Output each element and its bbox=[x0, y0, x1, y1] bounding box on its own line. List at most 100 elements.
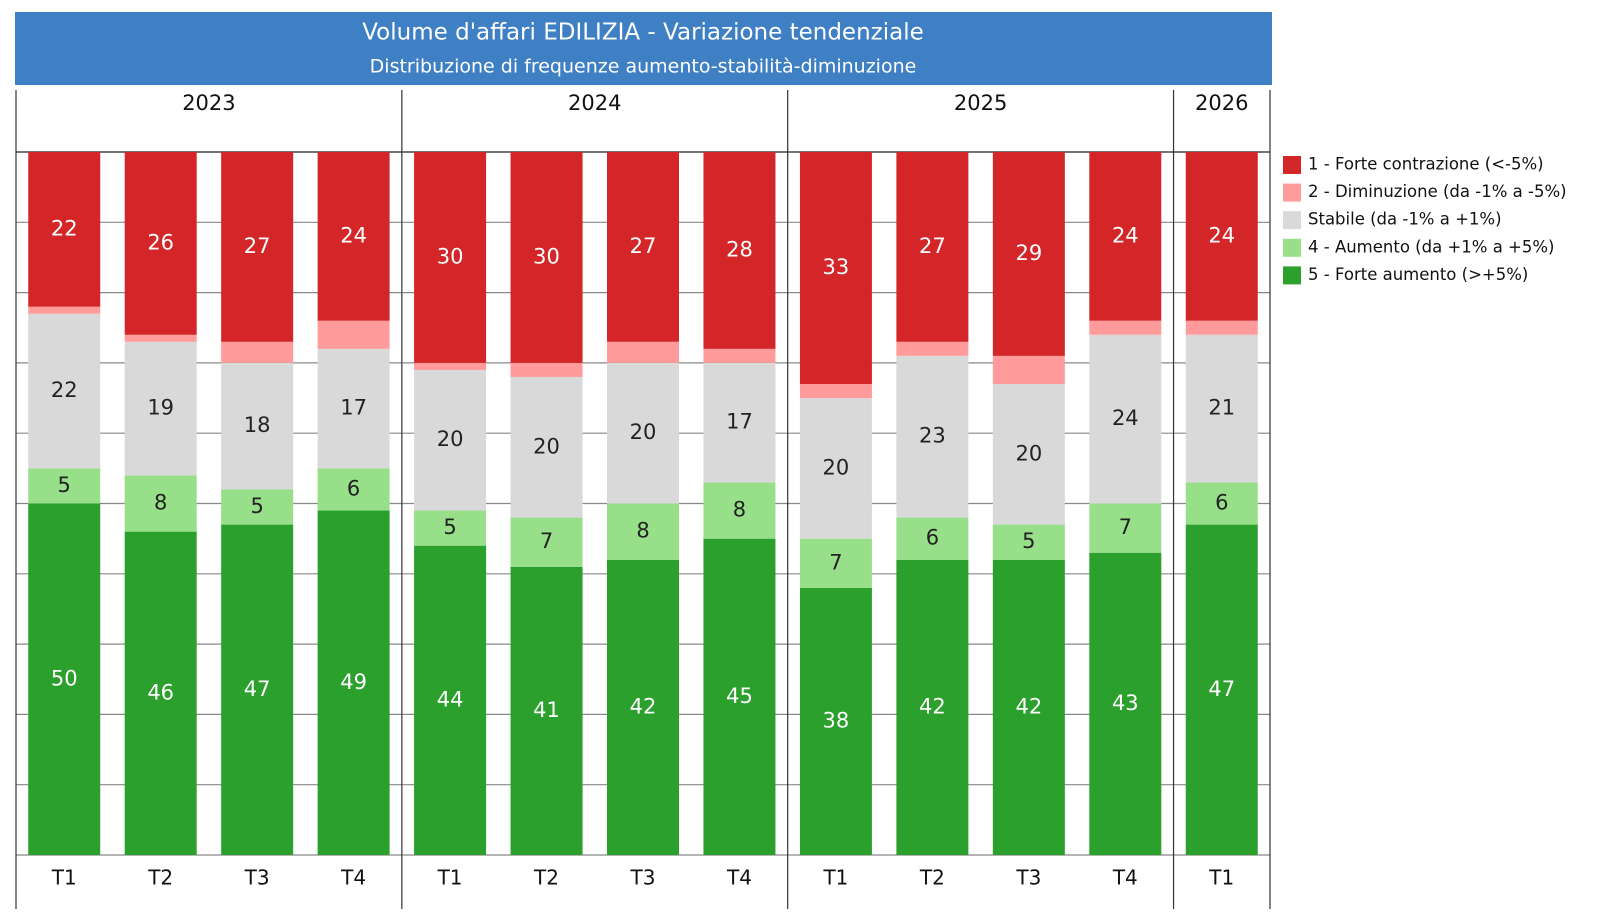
bar-segment bbox=[221, 524, 294, 855]
group-label: 2025 bbox=[954, 91, 1007, 115]
data-label: 43 bbox=[1112, 691, 1139, 715]
bar-segment bbox=[221, 362, 294, 490]
x-tick-label: T2 bbox=[919, 866, 945, 890]
bar-segment bbox=[1185, 320, 1258, 335]
data-label: 18 bbox=[244, 413, 271, 437]
bar-segment bbox=[221, 341, 294, 363]
legend-swatch bbox=[1283, 156, 1301, 174]
legend-label: 1 - Forte contrazione (<-5%) bbox=[1308, 155, 1544, 174]
data-label: 7 bbox=[829, 550, 842, 574]
data-label: 46 bbox=[147, 680, 174, 704]
legend-swatch bbox=[1283, 211, 1301, 230]
x-tick-label: T4 bbox=[1112, 866, 1138, 890]
bar-segment bbox=[703, 348, 776, 363]
x-tick-label: T3 bbox=[630, 866, 656, 890]
data-label: 30 bbox=[437, 244, 464, 268]
bar-segment bbox=[317, 510, 390, 855]
bar-segment bbox=[124, 334, 197, 342]
data-label: 50 bbox=[51, 666, 78, 690]
bar-segment bbox=[703, 482, 776, 539]
bar-segment bbox=[1089, 320, 1162, 335]
x-tick-label: T4 bbox=[726, 866, 752, 890]
bar-segment bbox=[124, 531, 197, 855]
bar-segment bbox=[510, 152, 583, 363]
bar-segment bbox=[992, 559, 1065, 855]
data-label: 8 bbox=[733, 498, 746, 522]
bar-segment bbox=[221, 152, 294, 342]
data-label: 24 bbox=[1112, 223, 1139, 247]
data-label: 42 bbox=[1015, 694, 1042, 718]
data-label: 47 bbox=[244, 677, 271, 701]
bar-segment bbox=[1089, 552, 1162, 855]
bar-segment bbox=[799, 398, 872, 539]
bar-segment bbox=[1089, 152, 1162, 321]
legend-swatch bbox=[1283, 183, 1301, 202]
bar-segment bbox=[799, 152, 872, 384]
group-label: 2024 bbox=[568, 91, 621, 115]
bar-segment bbox=[317, 348, 390, 469]
data-label: 28 bbox=[726, 237, 753, 261]
legend-swatch bbox=[1283, 266, 1301, 285]
bar-segment bbox=[896, 152, 969, 342]
data-label: 7 bbox=[1119, 515, 1132, 539]
data-label: 8 bbox=[154, 491, 167, 515]
data-label: 27 bbox=[244, 234, 271, 258]
data-label: 7 bbox=[540, 529, 553, 553]
data-label: 22 bbox=[51, 216, 78, 240]
data-label: 30 bbox=[533, 244, 560, 268]
data-label: 20 bbox=[1015, 441, 1042, 465]
bar-segment bbox=[28, 313, 101, 469]
bar-segment bbox=[896, 355, 969, 518]
bar-segment bbox=[1185, 152, 1258, 321]
x-tick-label: T2 bbox=[533, 866, 559, 890]
group-label: 2026 bbox=[1195, 91, 1248, 115]
legend-label: Stabile (da -1% a +1%) bbox=[1308, 210, 1502, 229]
bar-segment bbox=[992, 152, 1065, 356]
bar-segment bbox=[414, 545, 487, 855]
bar-segment bbox=[317, 468, 390, 511]
data-label: 21 bbox=[1208, 396, 1235, 420]
bar-segment bbox=[703, 538, 776, 855]
bar-segment bbox=[28, 503, 101, 855]
bar-segment bbox=[799, 538, 872, 588]
data-label: 5 bbox=[250, 494, 263, 518]
bar-segment bbox=[317, 152, 390, 321]
bar-segment bbox=[221, 489, 294, 525]
bar-segment bbox=[896, 559, 969, 855]
data-label: 42 bbox=[919, 694, 946, 718]
x-tick-label: T3 bbox=[1015, 866, 1041, 890]
data-label: 44 bbox=[437, 687, 464, 711]
data-label: 23 bbox=[919, 424, 946, 448]
bar-segment bbox=[124, 475, 197, 532]
data-label: 19 bbox=[147, 396, 174, 420]
bar-segment bbox=[28, 152, 101, 307]
data-label: 20 bbox=[630, 420, 657, 444]
bar-segment bbox=[896, 341, 969, 356]
bar-segment bbox=[124, 152, 197, 335]
data-label: 45 bbox=[726, 684, 753, 708]
data-label: 17 bbox=[340, 396, 367, 420]
bar-segment bbox=[992, 355, 1065, 384]
legend-label: 2 - Diminuzione (da -1% a -5%) bbox=[1308, 182, 1567, 201]
data-label: 42 bbox=[630, 694, 657, 718]
bar-segment bbox=[28, 306, 101, 314]
bar-segment bbox=[510, 376, 583, 518]
data-label: 20 bbox=[533, 434, 560, 458]
data-label: 5 bbox=[58, 473, 71, 497]
bar-segment bbox=[317, 320, 390, 349]
x-tick-label: T1 bbox=[1208, 866, 1234, 890]
bar-segment bbox=[510, 517, 583, 567]
chart-subtitle: Distribuzione di frequenze aumento-stabi… bbox=[370, 56, 917, 78]
data-label: 6 bbox=[926, 526, 939, 550]
legend-label: 4 - Aumento (da +1% a +5%) bbox=[1308, 237, 1555, 256]
data-label: 24 bbox=[340, 223, 367, 247]
bar-segment bbox=[414, 369, 487, 511]
data-label: 22 bbox=[51, 378, 78, 402]
bar-segment bbox=[896, 517, 969, 560]
legend-label: 5 - Forte aumento (>+5%) bbox=[1308, 265, 1528, 284]
bar-segment bbox=[607, 341, 679, 363]
data-label: 49 bbox=[340, 670, 367, 694]
bar-segment bbox=[1185, 334, 1258, 483]
x-tick-label: T4 bbox=[340, 866, 366, 890]
